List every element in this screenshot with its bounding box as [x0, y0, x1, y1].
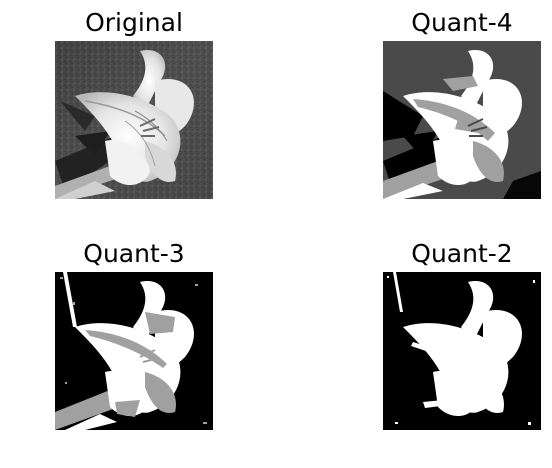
panel-title-quant-3: Quant-3	[83, 239, 185, 268]
lily-image-quant-4	[383, 41, 541, 199]
panel-title-original: Original	[85, 8, 183, 37]
panel-title-quant-4: Quant-4	[411, 8, 513, 37]
panel-title-quant-2: Quant-2	[411, 239, 513, 268]
lily-image-quant-3	[55, 272, 213, 430]
lily-image-quant-2	[383, 272, 541, 430]
lily-image-original	[55, 41, 213, 199]
